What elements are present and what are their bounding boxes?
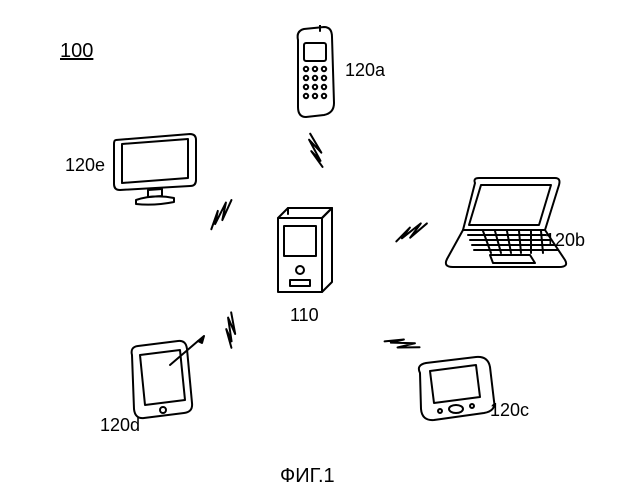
monitor-icon: [110, 130, 205, 210]
pda-label: 120c: [490, 400, 529, 421]
server-icon: [270, 200, 350, 300]
tablet-icon: [120, 335, 210, 425]
pda-node: [410, 355, 500, 425]
laptop-label: 120b: [545, 230, 585, 251]
tablet-label: 120d: [100, 415, 140, 436]
wireless-link-icon: [210, 307, 255, 352]
mobile-phone-icon: [290, 25, 340, 120]
monitor-node: [110, 130, 205, 210]
system-label: 100: [60, 40, 93, 63]
wireless-link-icon: [297, 129, 337, 171]
phone-node: [290, 25, 340, 120]
figure-caption: ФИГ.1: [280, 465, 335, 488]
wireless-link-icon: [393, 215, 432, 250]
phone-label: 120a: [345, 60, 385, 81]
laptop-node: [435, 175, 575, 275]
pda-icon: [410, 355, 500, 425]
server-label: 110: [290, 305, 319, 326]
monitor-label: 120e: [65, 155, 105, 176]
diagram-canvas: 100 110: [0, 0, 620, 500]
laptop-icon: [435, 175, 575, 275]
server-node: [270, 200, 350, 300]
tablet-node: [120, 335, 210, 425]
wireless-link-icon: [202, 196, 243, 234]
